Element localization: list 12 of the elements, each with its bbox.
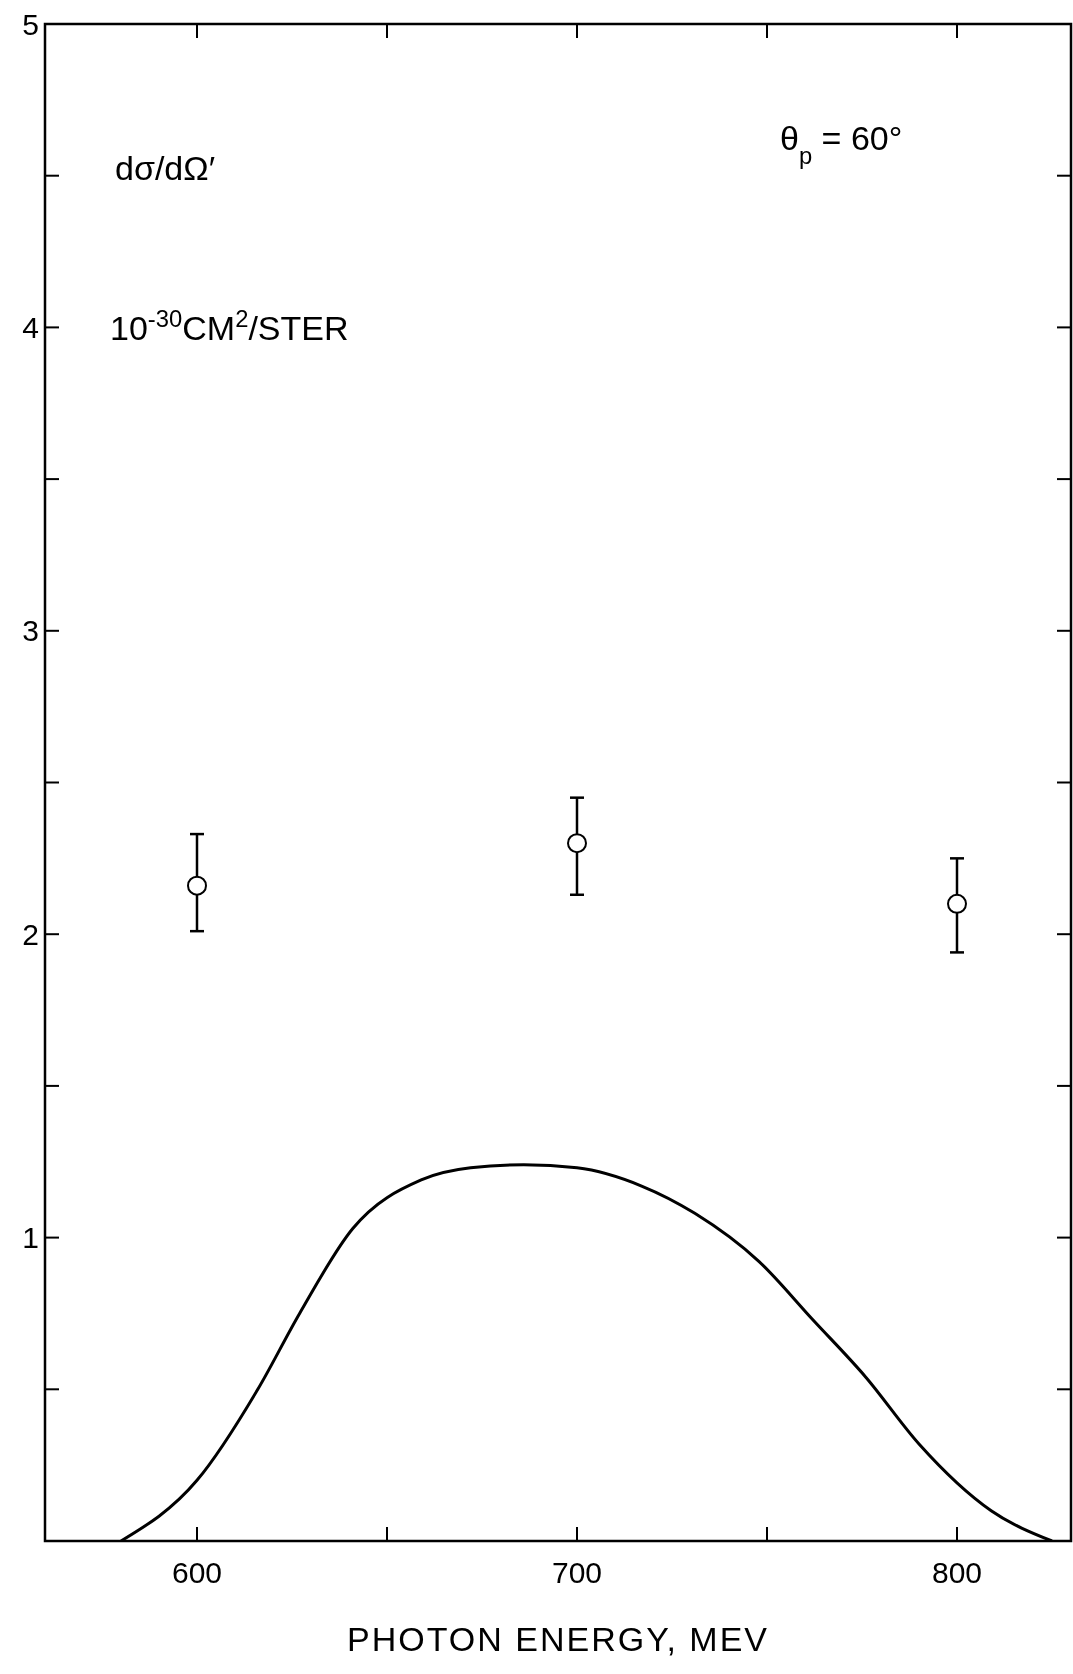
annotation: 10$^{-30}$CM$^{2}$/STER <box>110 304 349 347</box>
y-tick-label: 3 <box>22 614 39 648</box>
x-tick-label: 800 <box>931 1556 983 1589</box>
y-tick-label: 5 <box>22 7 39 41</box>
y-tick-label: 1 <box>22 1221 39 1255</box>
x-tick-label: 700 <box>551 1556 603 1589</box>
annotation: θ$_{p}$ = 60° <box>780 119 903 169</box>
x-tick-label: 600 <box>171 1556 223 1589</box>
y-tick-label: 2 <box>22 917 39 951</box>
y-tick-label: 4 <box>22 310 39 344</box>
annotation: dσ/dΩ′ <box>115 149 216 187</box>
x-axis-title: PHOTON ENERGY, MEV <box>346 1620 770 1658</box>
